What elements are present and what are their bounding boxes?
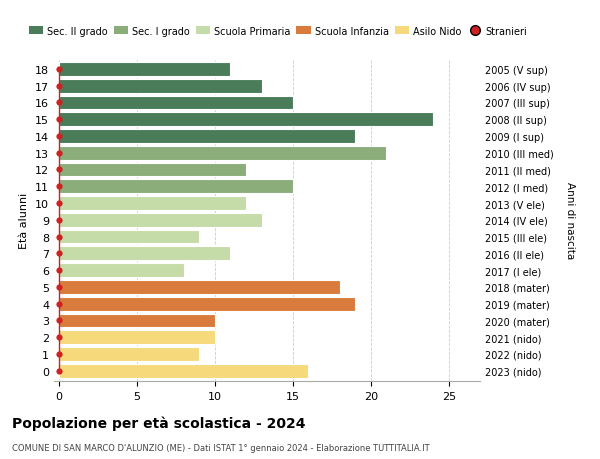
- Bar: [59, 180, 293, 194]
- Legend: Sec. II grado, Sec. I grado, Scuola Primaria, Scuola Infanzia, Asilo Nido, Stran: Sec. II grado, Sec. I grado, Scuola Prim…: [25, 23, 532, 40]
- Bar: [59, 113, 433, 127]
- Bar: [59, 314, 215, 328]
- Bar: [59, 230, 199, 244]
- Bar: [59, 280, 340, 294]
- Bar: [59, 79, 262, 93]
- Bar: [59, 247, 230, 261]
- Bar: [59, 364, 308, 378]
- Bar: [59, 163, 246, 177]
- Bar: [59, 263, 184, 277]
- Bar: [59, 130, 355, 144]
- Bar: [59, 347, 199, 361]
- Bar: [59, 197, 246, 210]
- Bar: [59, 297, 355, 311]
- Bar: [59, 330, 215, 344]
- Bar: [59, 146, 386, 160]
- Y-axis label: Età alunni: Età alunni: [19, 192, 29, 248]
- Bar: [59, 63, 230, 77]
- Y-axis label: Anni di nascita: Anni di nascita: [565, 182, 575, 259]
- Bar: [59, 96, 293, 110]
- Text: Popolazione per età scolastica - 2024: Popolazione per età scolastica - 2024: [12, 415, 305, 430]
- Bar: [59, 213, 262, 227]
- Text: COMUNE DI SAN MARCO D'ALUNZIO (ME) - Dati ISTAT 1° gennaio 2024 - Elaborazione T: COMUNE DI SAN MARCO D'ALUNZIO (ME) - Dat…: [12, 443, 430, 452]
